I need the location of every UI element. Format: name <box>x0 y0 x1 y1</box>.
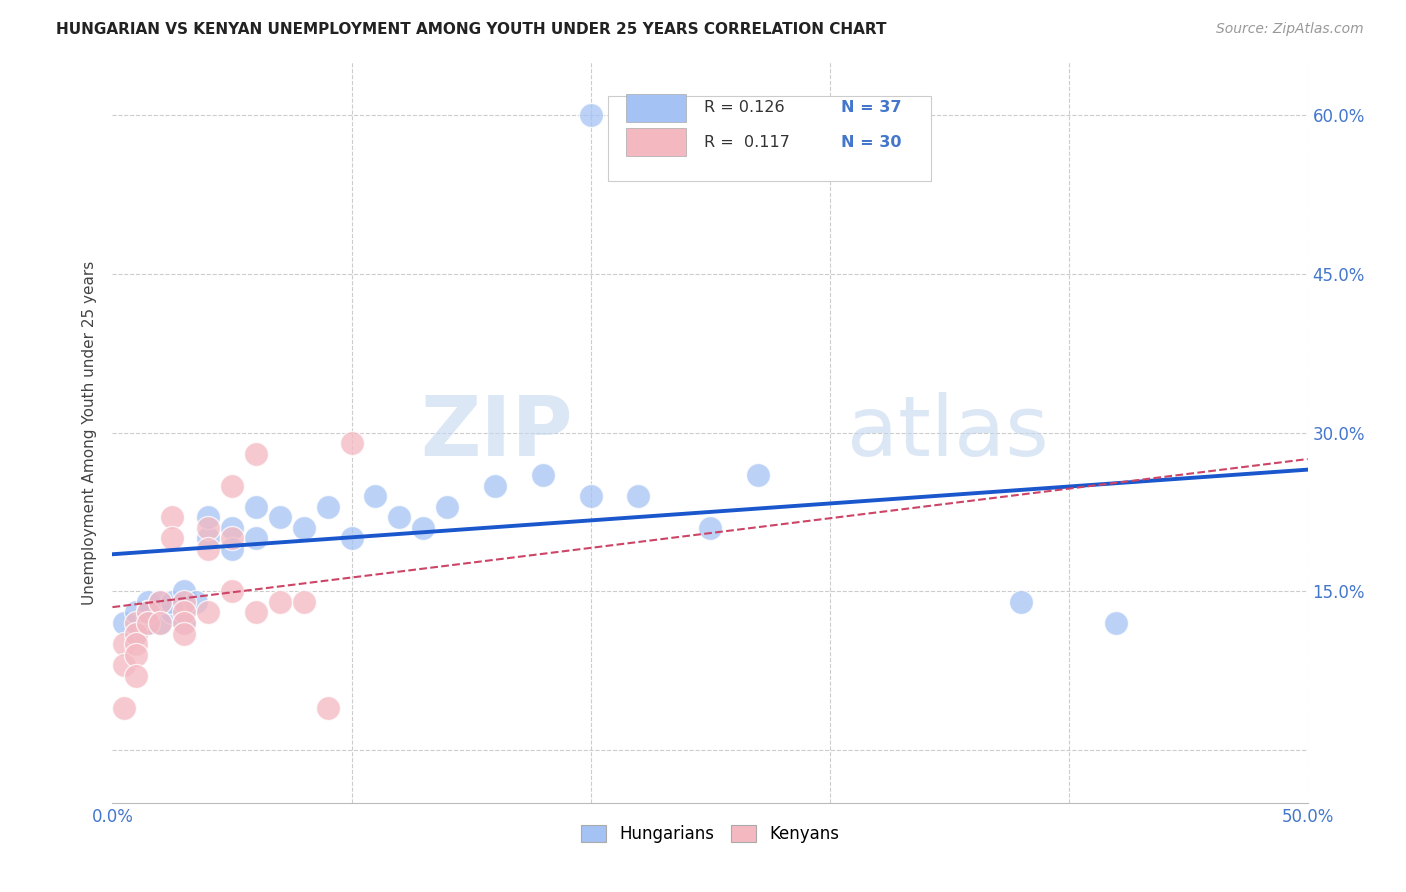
FancyBboxPatch shape <box>627 94 686 121</box>
Text: N = 37: N = 37 <box>842 100 903 115</box>
Point <box>364 489 387 503</box>
Point <box>316 700 339 714</box>
Point <box>292 521 315 535</box>
Point <box>340 436 363 450</box>
Point <box>1010 595 1032 609</box>
Point <box>579 489 602 503</box>
Point <box>125 606 148 620</box>
Point <box>114 700 135 714</box>
FancyBboxPatch shape <box>609 95 931 181</box>
Point <box>173 584 195 599</box>
Point <box>245 447 267 461</box>
Point <box>699 521 721 535</box>
Point <box>412 521 434 535</box>
Point <box>221 521 243 535</box>
Point <box>173 595 195 609</box>
Point <box>149 595 172 609</box>
Point <box>138 606 160 620</box>
Point <box>221 478 243 492</box>
Point <box>138 606 160 620</box>
Point <box>221 532 243 546</box>
Point <box>316 500 339 514</box>
Legend: Hungarians, Kenyans: Hungarians, Kenyans <box>574 819 846 850</box>
Point <box>173 606 195 620</box>
Point <box>531 467 554 482</box>
Point <box>173 615 195 630</box>
Point <box>269 595 291 609</box>
Point <box>197 510 219 524</box>
Point <box>125 648 148 662</box>
Point <box>162 532 183 546</box>
Point <box>747 467 769 482</box>
Point <box>1105 615 1128 630</box>
Point <box>138 595 160 609</box>
Text: N = 30: N = 30 <box>842 135 903 150</box>
Point <box>245 532 267 546</box>
FancyBboxPatch shape <box>627 128 686 156</box>
Point <box>197 532 219 546</box>
Point <box>138 615 160 630</box>
Point <box>138 615 160 630</box>
Point <box>221 541 243 556</box>
Point <box>197 541 219 556</box>
Point <box>292 595 315 609</box>
Point <box>484 478 506 492</box>
Point <box>149 595 172 609</box>
Point <box>269 510 291 524</box>
Point <box>125 615 148 630</box>
Text: Source: ZipAtlas.com: Source: ZipAtlas.com <box>1216 22 1364 37</box>
Point <box>245 500 267 514</box>
Point <box>162 606 183 620</box>
Point <box>579 108 602 122</box>
Text: atlas: atlas <box>848 392 1049 473</box>
Point <box>627 489 650 503</box>
Point <box>162 510 183 524</box>
Point <box>197 606 219 620</box>
Point <box>125 637 148 651</box>
Point <box>388 510 411 524</box>
Point <box>186 595 208 609</box>
Point <box>197 521 219 535</box>
Point <box>173 626 195 640</box>
Point <box>114 615 135 630</box>
Text: ZIP: ZIP <box>420 392 572 473</box>
Point <box>245 606 267 620</box>
Point <box>125 626 148 640</box>
Point <box>138 615 160 630</box>
Point <box>221 584 243 599</box>
Point <box>114 658 135 673</box>
Point <box>125 626 148 640</box>
Point <box>114 637 135 651</box>
Point <box>162 595 183 609</box>
Point <box>436 500 458 514</box>
Y-axis label: Unemployment Among Youth under 25 years: Unemployment Among Youth under 25 years <box>82 260 97 605</box>
Point <box>125 669 148 683</box>
Text: R = 0.126: R = 0.126 <box>704 100 785 115</box>
Point <box>149 615 172 630</box>
Point <box>173 615 195 630</box>
Point <box>149 615 172 630</box>
Text: R =  0.117: R = 0.117 <box>704 135 790 150</box>
Point <box>340 532 363 546</box>
Text: HUNGARIAN VS KENYAN UNEMPLOYMENT AMONG YOUTH UNDER 25 YEARS CORRELATION CHART: HUNGARIAN VS KENYAN UNEMPLOYMENT AMONG Y… <box>56 22 887 37</box>
